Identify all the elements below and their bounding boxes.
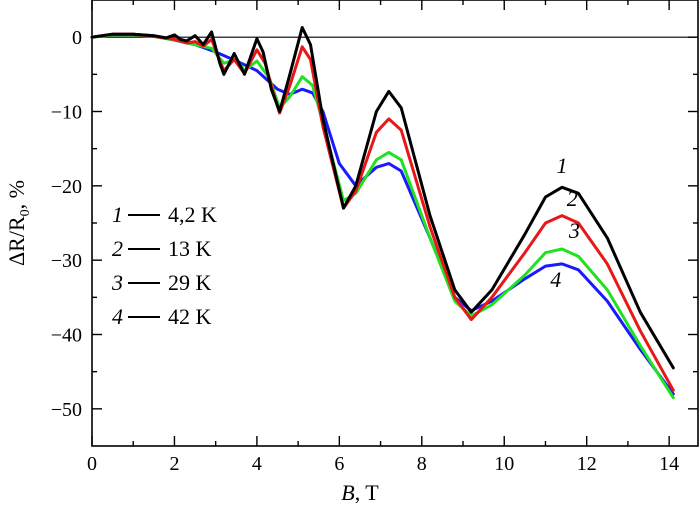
legend-label-2: 13 K: [168, 236, 212, 261]
legend-number-3: 3: [111, 270, 123, 295]
x-tick-label: 6: [334, 453, 344, 475]
y-tick-label: −10: [51, 102, 82, 124]
y-tick-label: 0: [72, 27, 82, 49]
x-tick-label: 10: [494, 453, 514, 475]
y-tick-label: −20: [51, 176, 82, 198]
x-tick-label: 14: [659, 453, 679, 475]
legend-label-3: 29 K: [168, 270, 212, 295]
plot-curves: [90, 26, 675, 400]
x-axis-title: B, T: [341, 480, 379, 505]
y-tick-label: −40: [51, 325, 82, 347]
legend-number-4: 4: [112, 304, 123, 329]
x-tick-label: 8: [417, 453, 427, 475]
series-4-curve-label: 4: [550, 267, 561, 292]
x-tick-label: 2: [169, 453, 179, 475]
series-2-curve-label: 2: [567, 186, 578, 211]
legend-label-1: 4,2 K: [168, 202, 217, 227]
legend-number-1: 1: [112, 202, 123, 227]
x-tick-label: 0: [87, 453, 97, 475]
y-axis-title: ΔR/R0, %: [4, 180, 33, 266]
x-tick-label: 4: [252, 453, 262, 475]
legend: 1 4,2 K 2 13 K 3 29 K 4 42 K: [111, 202, 217, 329]
curve-labels: 12 34: [550, 153, 580, 292]
y-tick-label: −50: [51, 399, 82, 421]
series-1-curve-label: 1: [556, 153, 567, 178]
legend-number-2: 2: [112, 236, 123, 261]
y-tick-label: −30: [51, 250, 82, 272]
y-axis: 0 −10 −20 −30 −40 −50: [51, 27, 698, 421]
x-tick-label: 12: [577, 453, 597, 475]
series-3-curve-label: 3: [568, 218, 580, 243]
series-2-curve: [90, 32, 675, 392]
legend-label-4: 42 K: [168, 304, 212, 329]
series-1-curve: [90, 26, 675, 370]
x-axis: 0 2 4 6 8 10 12 14: [87, 0, 679, 475]
